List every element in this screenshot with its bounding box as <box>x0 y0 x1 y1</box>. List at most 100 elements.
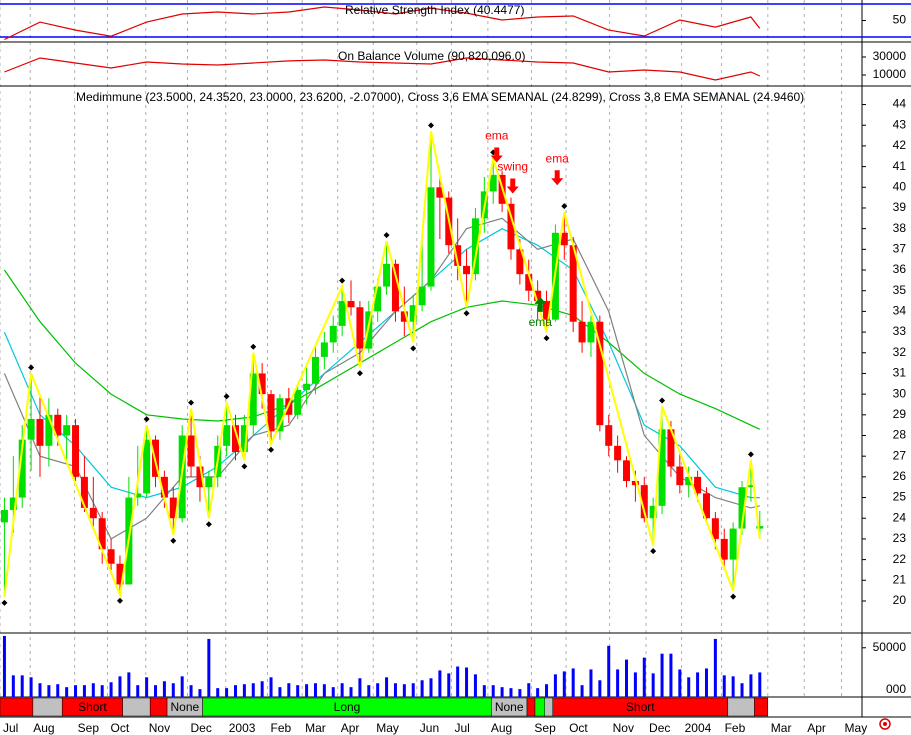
candle-body <box>36 418 44 446</box>
swing-point <box>410 345 417 352</box>
x-tick-label: 2004 <box>685 721 712 735</box>
volume-bar <box>305 684 309 697</box>
swing-point <box>730 593 737 600</box>
y-tick-label: 20 <box>893 593 907 607</box>
volume-bar <box>491 685 495 697</box>
volume-bar <box>198 689 202 697</box>
swing-point <box>241 463 248 470</box>
volume-bar <box>225 688 229 697</box>
volume-bar <box>713 638 717 697</box>
candle-body <box>107 549 115 564</box>
volume-bar <box>385 677 389 697</box>
volume-bar <box>358 678 362 697</box>
y-tick-label: 44 <box>893 97 907 111</box>
x-tick-label: Dec <box>649 721 670 735</box>
candle-body <box>569 245 577 322</box>
y-tick-label: 000 <box>886 682 906 696</box>
volume-bar <box>38 683 42 697</box>
volume-bar <box>687 677 691 697</box>
volume-bar <box>589 669 593 697</box>
swing-point <box>250 343 257 350</box>
volume-bar <box>47 685 51 697</box>
volume-bar <box>171 683 175 697</box>
candle-body <box>596 321 604 426</box>
y-tick-label: 21 <box>893 572 907 586</box>
candle-body <box>134 493 142 498</box>
x-tick-label: Jul <box>3 721 18 735</box>
obv-title: On Balance Volume (90,820,096.0) <box>338 49 525 63</box>
candle-body <box>0 509 8 523</box>
x-tick-label: Apr <box>807 721 826 735</box>
x-tick-label: May <box>376 721 399 735</box>
volume-bar <box>669 653 673 697</box>
candle-body <box>756 526 764 529</box>
swing-point <box>428 122 434 129</box>
signal-arrow <box>551 170 564 186</box>
volume-bar <box>287 683 291 697</box>
x-tick-label: May <box>845 721 868 735</box>
volume-bar <box>269 677 273 697</box>
candle-body <box>276 398 284 432</box>
signal-arrow <box>506 178 519 194</box>
volume-bar <box>642 657 646 697</box>
signal-segment <box>526 697 536 717</box>
x-tick-label: Dec <box>191 721 212 735</box>
swing-point <box>205 521 212 528</box>
candle-body <box>356 307 364 349</box>
candle-body <box>240 425 248 453</box>
volume-bar <box>29 677 33 697</box>
volume-bar <box>758 672 762 697</box>
candle-body <box>711 518 719 539</box>
volume-bar <box>340 683 344 697</box>
volume-bar <box>722 675 726 697</box>
status-icon <box>879 718 891 730</box>
x-tick-label: Feb <box>270 721 291 735</box>
y-tick-label: 30 <box>893 386 907 400</box>
plots: Jul Aug Sep Oct Nov Dec 2003 Feb Mar Apr May Jun Jul… <box>0 3 911 735</box>
volume-bar <box>598 680 602 697</box>
candle-body <box>649 505 657 519</box>
volume-bar <box>154 685 158 697</box>
candle-body <box>258 373 266 395</box>
y-tick-label: 50 <box>893 13 907 27</box>
candle-body <box>471 218 479 275</box>
volume-bar <box>553 674 557 697</box>
volume-bar <box>438 670 442 697</box>
signal-segment <box>32 697 63 717</box>
swing-point <box>170 537 177 544</box>
swing-point <box>383 232 390 239</box>
candle-body <box>116 563 124 585</box>
y-tick-label: 30000 <box>873 49 907 63</box>
y-tick-label: 26 <box>893 469 907 483</box>
volume-bar <box>429 678 433 697</box>
x-tick-label: Nov <box>613 721 634 735</box>
swing-point <box>747 451 754 458</box>
x-tick-label: Sep <box>534 721 556 735</box>
y-tick-label: 28 <box>893 428 907 442</box>
signal-state: None <box>495 700 524 714</box>
volume-bar <box>82 685 86 697</box>
candle-body <box>9 497 17 510</box>
volume-bar <box>562 671 566 697</box>
y-tick-label: 27 <box>893 448 907 462</box>
x-tick-label: Oct <box>111 721 130 735</box>
volume-bar <box>731 676 735 697</box>
signal-arrow <box>534 296 547 312</box>
y-tick-label: 37 <box>893 242 907 256</box>
candle-body <box>560 232 568 246</box>
candle-body <box>463 265 471 275</box>
x-tick-label: Aug <box>491 721 512 735</box>
volume-bar <box>242 684 246 697</box>
candle-body <box>436 187 444 198</box>
volume-bar <box>313 683 317 697</box>
y-tick-label: 35 <box>893 283 907 297</box>
signal-segment <box>544 697 553 717</box>
candle-body <box>169 497 177 519</box>
x-tick-label: Mar <box>305 721 326 735</box>
candle-body <box>534 290 542 302</box>
y-tick-label: 31 <box>893 366 907 380</box>
volume-bar <box>233 685 237 697</box>
candle-body <box>418 286 426 306</box>
volume-bar <box>482 685 486 697</box>
swing-point <box>28 364 35 371</box>
